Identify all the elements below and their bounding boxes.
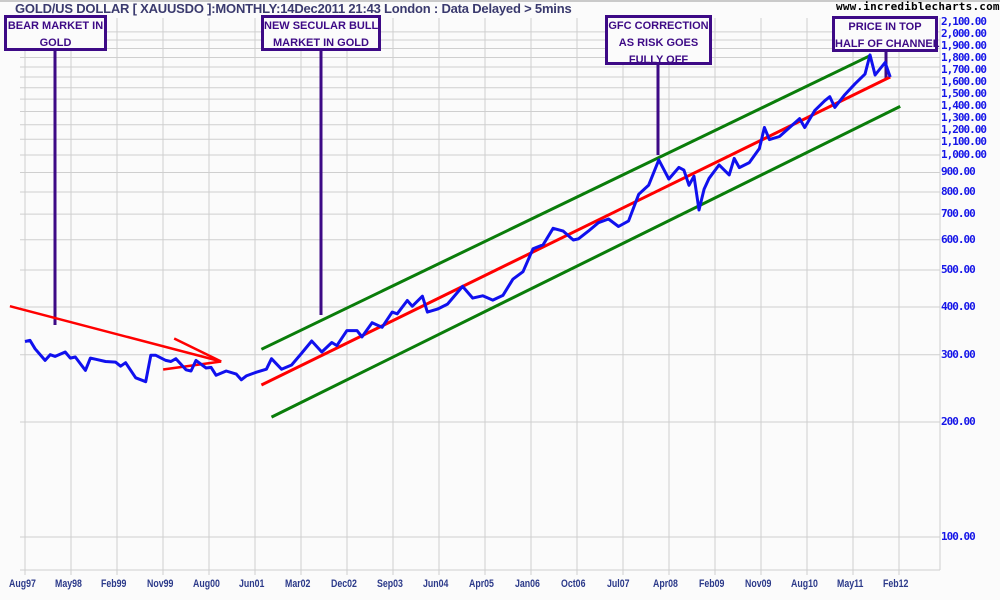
annotation-gfc-correction: GFC CORRECTION AS RISK GOES FULLY OFF	[605, 15, 712, 66]
y-tick-label: 1,900.00	[941, 39, 987, 52]
x-tick-label: Nov99	[147, 578, 174, 590]
x-tick-label: Apr08	[653, 578, 678, 590]
x-tick-label: Feb09	[699, 578, 725, 590]
x-tick-label: Aug97	[9, 578, 36, 590]
x-tick-label: Aug00	[193, 578, 220, 590]
annotation-line: FULLY OFF	[628, 54, 689, 66]
y-tick-label: 1,100.00	[941, 135, 987, 148]
y-tick-label: 1,200.00	[941, 123, 987, 136]
y-tick-label: 300.00	[941, 347, 976, 361]
x-tick-label: Jul07	[607, 578, 630, 590]
x-tick-label: Nov09	[745, 578, 772, 590]
annotation-line: AS RISK GOES	[618, 37, 699, 49]
annotation-top-of-channel: PRICE IN TOP HALF OF CHANNEL	[832, 16, 940, 52]
y-tick-label: 1,600.00	[941, 75, 987, 88]
y-tick-label: 1,500.00	[941, 87, 987, 100]
upper-channel-line	[260, 54, 871, 351]
y-tick-label: 500.00	[941, 262, 976, 276]
y-tick-label: 1,000.00	[941, 148, 987, 161]
arrow-head-upper	[173, 337, 222, 363]
x-tick-label: Oct06	[561, 578, 586, 590]
y-tick-label: 1,700.00	[941, 63, 987, 76]
annotation-line: PRICE IN TOP	[848, 21, 922, 33]
y-tick-label: 800.00	[941, 185, 976, 199]
annotation-line: BEAR MARKET IN	[7, 20, 104, 32]
annotation-line: MARKET IN GOLD	[273, 37, 369, 49]
annotation-bear-market: BEAR MARKET IN GOLD	[4, 15, 107, 51]
x-tick-label: Sep03	[377, 578, 403, 590]
annotation-line: NEW SECULAR BULL	[264, 20, 379, 32]
y-tick-label: 200.00	[941, 415, 976, 428]
y-tick-label: 1,800.00	[941, 51, 987, 64]
y-tick-label: 400.00	[941, 300, 976, 313]
y-tick-label: 2,100.00	[941, 15, 987, 28]
y-tick-label: 100.00	[941, 530, 976, 543]
y-tick-label: 600.00	[941, 232, 976, 246]
x-tick-label: Apr05	[469, 578, 494, 590]
x-tick-label: May98	[55, 578, 82, 590]
trend-line	[260, 75, 891, 387]
lower-channel-line	[270, 105, 901, 419]
site-url[interactable]: www.incrediblecharts.com	[836, 0, 1000, 13]
x-tick-label: Feb99	[101, 578, 127, 590]
annotation-line: GFC CORRECTION	[608, 20, 709, 32]
x-tick-label: Jun01	[239, 578, 265, 590]
x-tick-label: Jan06	[515, 578, 540, 590]
x-tick-label: Dec02	[331, 578, 357, 590]
annotation-line: HALF OF CHANNEL	[835, 38, 940, 50]
price-line	[24, 53, 892, 384]
annotation-secular-bull: NEW SECULAR BULL MARKET IN GOLD	[261, 15, 381, 51]
y-tick-label: 1,300.00	[941, 111, 987, 124]
x-tick-label: May11	[837, 578, 864, 590]
x-tick-label: Mar02	[285, 578, 311, 590]
annotation-line: GOLD	[39, 37, 72, 49]
y-tick-label: 1,400.00	[941, 99, 987, 112]
y-tick-label: 900.00	[941, 165, 976, 179]
x-tick-label: Feb12	[883, 578, 909, 590]
x-tick-label: Jun04	[423, 578, 449, 590]
y-tick-label: 2,000.00	[941, 27, 987, 40]
y-tick-label: 700.00	[941, 207, 976, 221]
bear-market-trend-line	[9, 304, 222, 363]
chart-title: GOLD/US DOLLAR [ XAUUSDO ]:MONTHLY:14Dec…	[15, 1, 572, 16]
x-tick-label: Aug10	[791, 578, 818, 590]
